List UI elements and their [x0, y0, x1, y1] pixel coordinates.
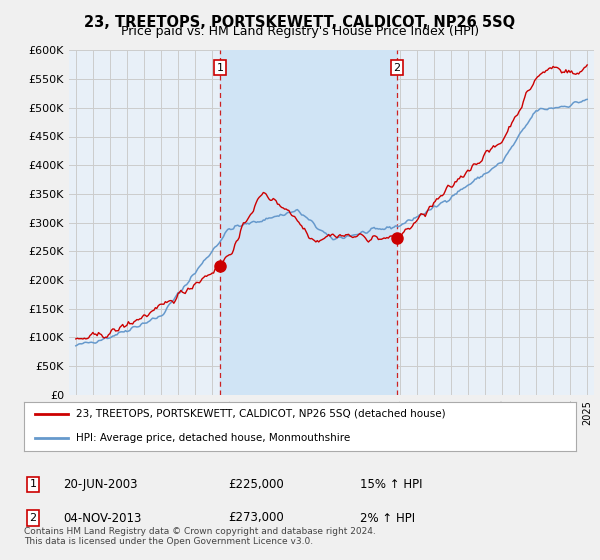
Text: 23, TREETOPS, PORTSKEWETT, CALDICOT, NP26 5SQ (detached house): 23, TREETOPS, PORTSKEWETT, CALDICOT, NP2… [76, 409, 446, 419]
Text: 04-NOV-2013: 04-NOV-2013 [63, 511, 142, 525]
Text: 1: 1 [217, 63, 224, 73]
Text: Price paid vs. HM Land Registry's House Price Index (HPI): Price paid vs. HM Land Registry's House … [121, 25, 479, 38]
Text: 2% ↑ HPI: 2% ↑ HPI [360, 511, 415, 525]
Text: 23, TREETOPS, PORTSKEWETT, CALDICOT, NP26 5SQ: 23, TREETOPS, PORTSKEWETT, CALDICOT, NP2… [85, 15, 515, 30]
Text: 15% ↑ HPI: 15% ↑ HPI [360, 478, 422, 491]
Bar [220, 50, 397, 395]
Text: 2: 2 [394, 63, 401, 73]
Text: £225,000: £225,000 [228, 478, 284, 491]
Text: 20-JUN-2003: 20-JUN-2003 [63, 478, 137, 491]
Text: £273,000: £273,000 [228, 511, 284, 525]
Text: 1: 1 [29, 479, 37, 489]
Text: Contains HM Land Registry data © Crown copyright and database right 2024.
This d: Contains HM Land Registry data © Crown c… [24, 526, 376, 546]
Text: 2: 2 [29, 513, 37, 523]
Text: HPI: Average price, detached house, Monmouthshire: HPI: Average price, detached house, Monm… [76, 433, 350, 444]
